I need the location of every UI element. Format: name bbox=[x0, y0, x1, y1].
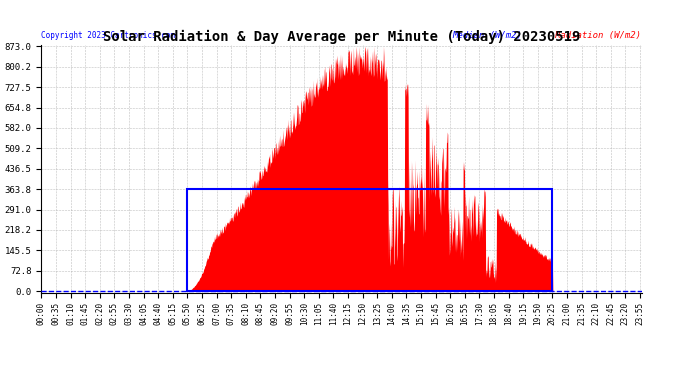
Text: Median (W/m2): Median (W/m2) bbox=[453, 32, 522, 40]
Text: Radiation (W/m2): Radiation (W/m2) bbox=[555, 32, 640, 40]
Text: Copyright 2023 Cartronics.com: Copyright 2023 Cartronics.com bbox=[41, 32, 175, 40]
Title: Solar Radiation & Day Average per Minute (Today) 20230519: Solar Radiation & Day Average per Minute… bbox=[103, 30, 580, 44]
Bar bbox=[188, 189, 553, 291]
